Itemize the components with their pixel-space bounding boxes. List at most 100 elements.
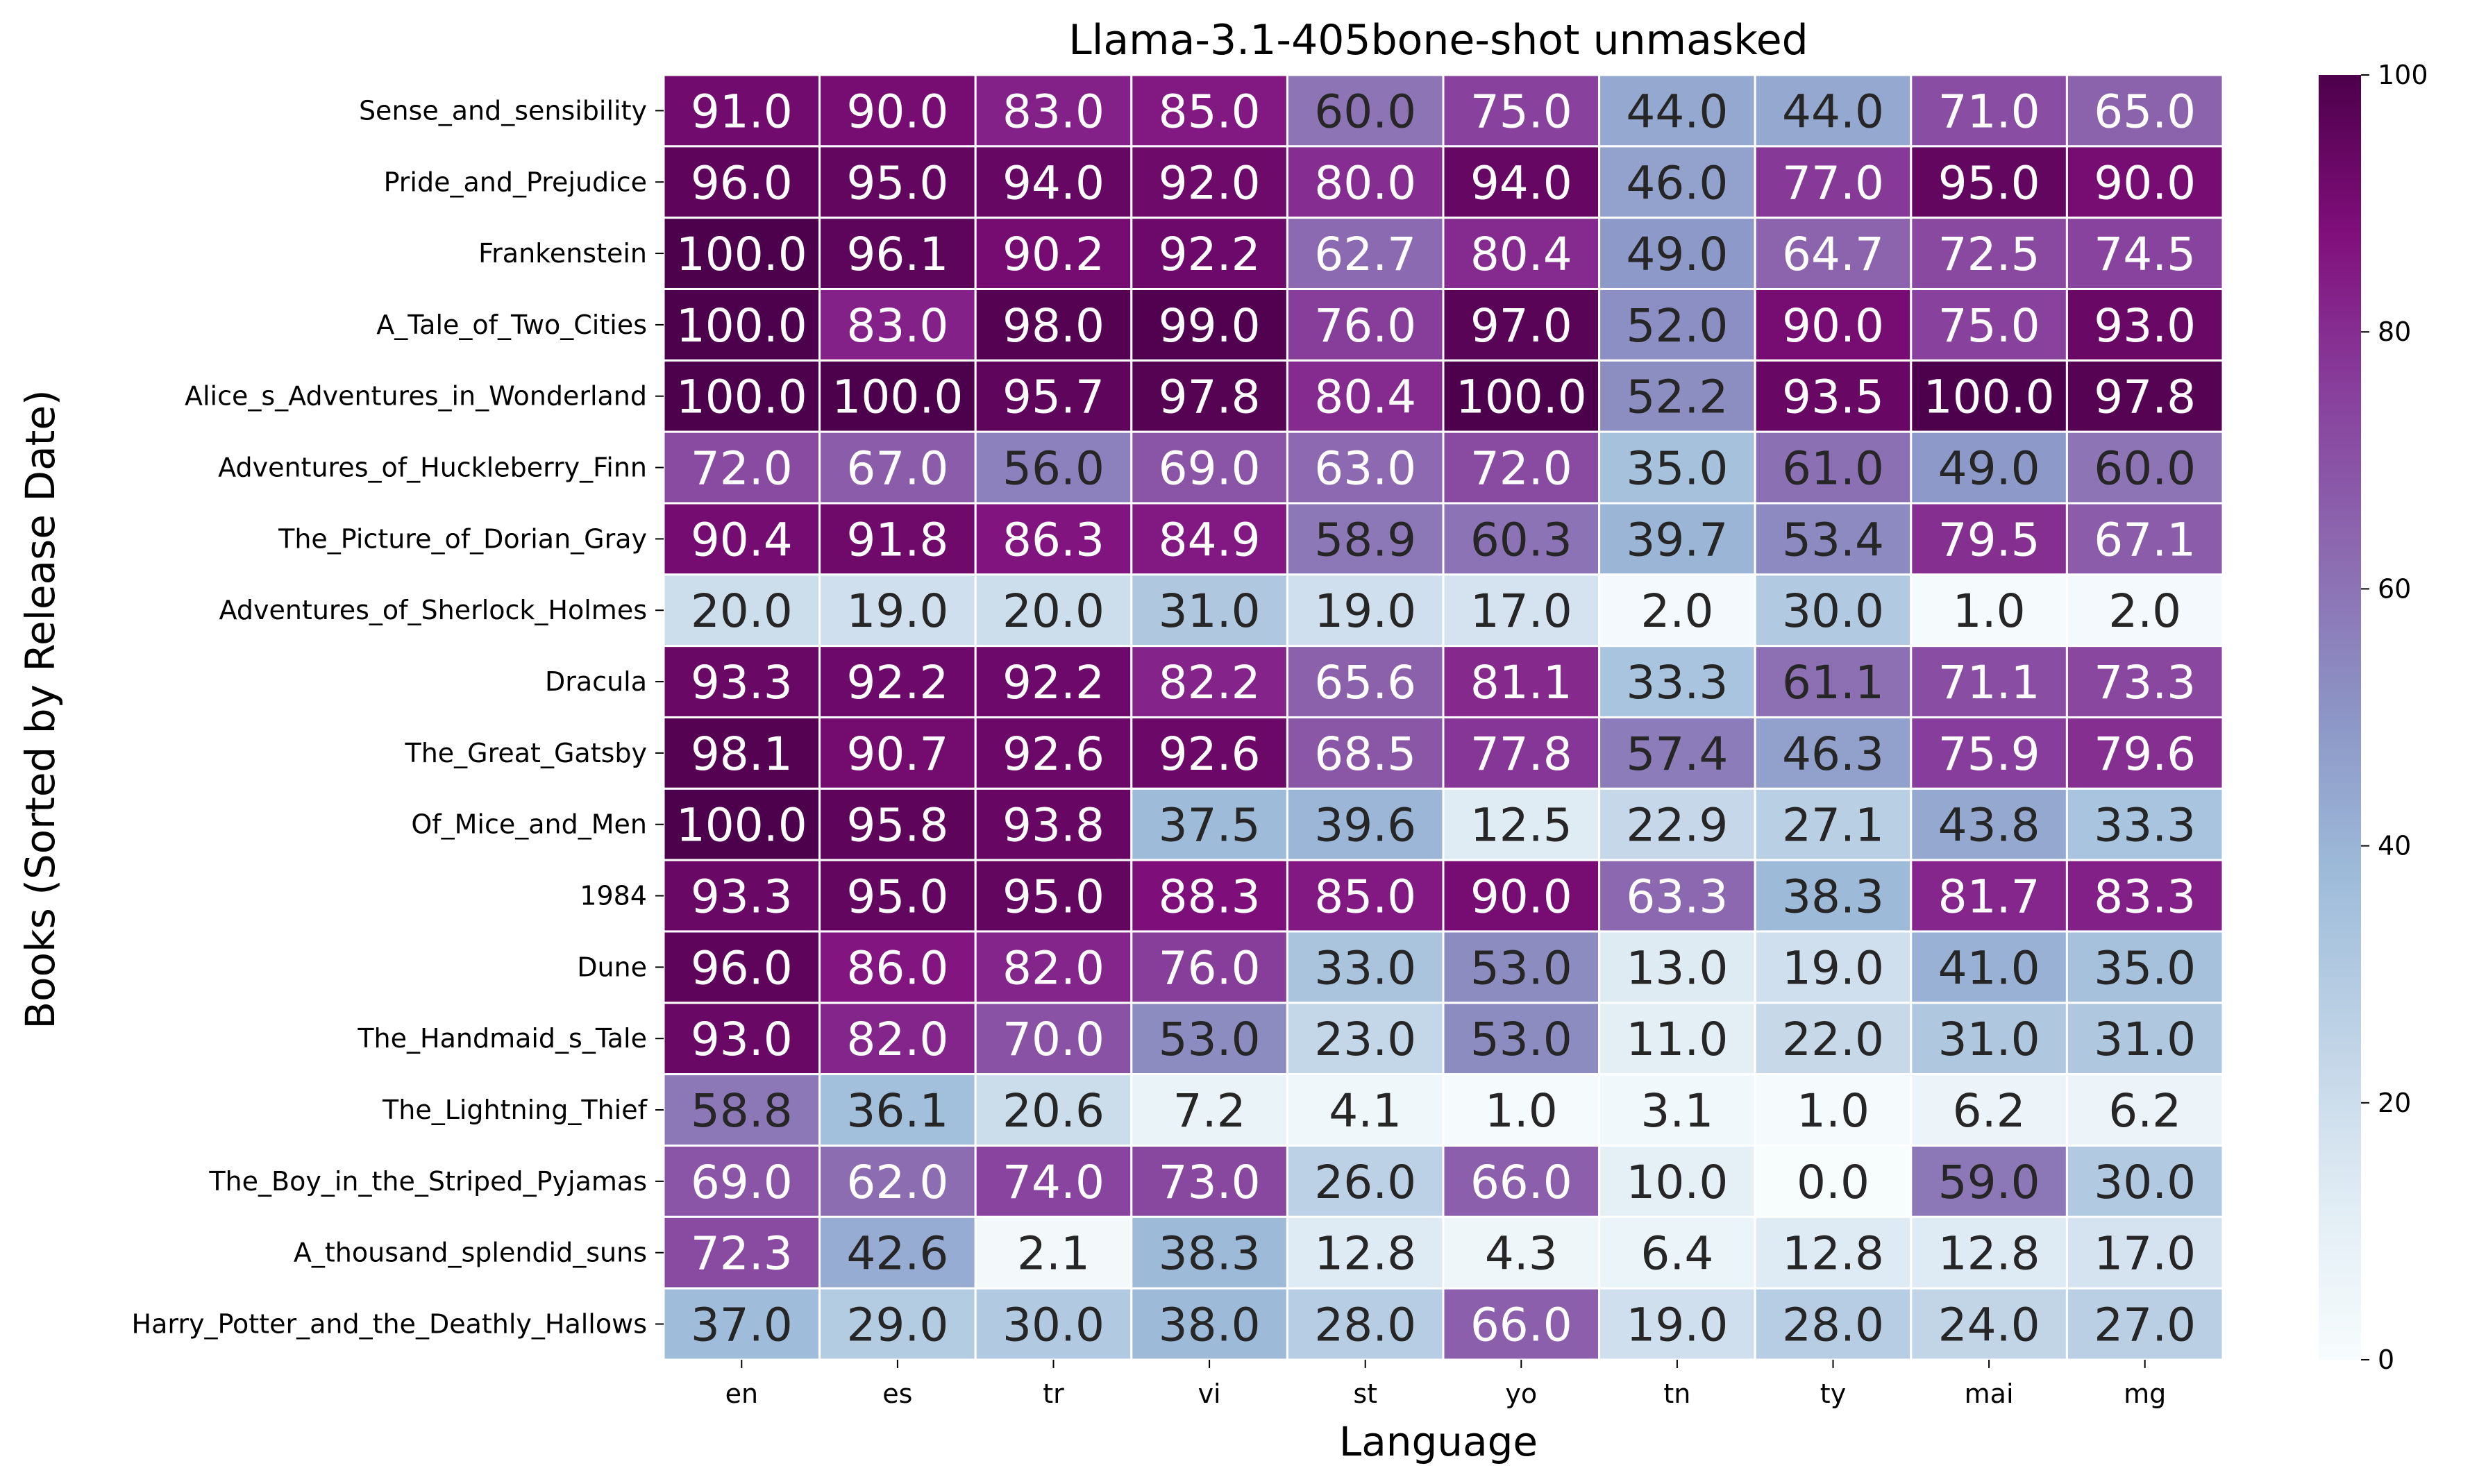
heatmap-cell	[974, 359, 1133, 433]
heatmap-cell	[662, 217, 821, 290]
heatmap-cell	[1754, 502, 1913, 576]
cell-value-label: 85.0	[1159, 85, 1261, 138]
colorbar-tick-label: 80	[2378, 317, 2411, 347]
heatmap-cell	[974, 1215, 1133, 1290]
cell-value-label: 10.0	[1626, 1156, 1728, 1209]
cell-value-label: 91.8	[846, 513, 948, 566]
heatmap-cell	[1598, 287, 1756, 362]
heatmap-cell	[818, 359, 977, 433]
heatmap-cell	[974, 430, 1133, 505]
cell-value-label: 60.0	[1314, 85, 1416, 138]
cell-value-label: 100.0	[676, 228, 807, 281]
cell-value-label: 42.6	[846, 1227, 948, 1281]
cell-value-label: 49.0	[1938, 442, 2040, 496]
cell-value-label: 24.0	[1938, 1299, 2040, 1352]
cell-value-label: 76.0	[1314, 299, 1416, 353]
heatmap-cell	[1130, 645, 1288, 718]
heatmap-cell	[2065, 787, 2224, 861]
heatmap-cell	[818, 930, 977, 1004]
heatmap-cell	[1130, 145, 1288, 219]
cell-value-label: 100.0	[1456, 371, 1587, 424]
cell-value-label: 75.9	[1938, 727, 2040, 781]
cell-value-label: 82.2	[1159, 656, 1261, 709]
y-tick-label: The_Handmaid_s_Tale	[357, 1023, 647, 1054]
cell-value-label: 64.7	[1782, 228, 1884, 281]
heatmap-cell	[1286, 716, 1445, 790]
cell-value-label: 26.0	[1314, 1156, 1416, 1209]
cell-value-label: 35.0	[2094, 941, 2196, 995]
heatmap-cell	[818, 74, 977, 148]
heatmap-cell	[974, 930, 1133, 1004]
heatmap-cell	[662, 74, 821, 148]
cell-value-label: 65.0	[2094, 85, 2196, 138]
cell-value-label: 2.0	[2108, 584, 2181, 638]
cell-value-label: 39.6	[1314, 799, 1416, 852]
y-tick-label: Frankenstein	[478, 238, 647, 269]
cell-value-label: 92.6	[1002, 727, 1104, 781]
cell-value-label: 58.8	[691, 1084, 793, 1138]
cell-value-label: 20.0	[691, 584, 793, 638]
cell-value-label: 88.3	[1159, 870, 1261, 924]
colorbar-tick-label: 0	[2378, 1344, 2394, 1375]
cell-value-label: 11.0	[1626, 1013, 1728, 1066]
heatmap-cell	[974, 74, 1133, 148]
heatmap-cell	[1754, 645, 1913, 718]
heatmap-cell	[2065, 359, 2224, 433]
colorbar: 0 20 40 60 80 100	[2319, 60, 2428, 1375]
cell-value-label: 100.0	[832, 371, 963, 424]
cell-value-label: 13.0	[1626, 941, 1728, 995]
heatmap-cell	[2065, 716, 2224, 790]
cell-value-label: 17.0	[2094, 1227, 2196, 1281]
cell-value-label: 83.0	[1002, 85, 1104, 138]
heatmap-cell	[1754, 859, 1913, 933]
heatmap-cell	[974, 859, 1133, 933]
cell-value-label: 86.3	[1002, 513, 1104, 566]
heatmap-cell	[1910, 859, 2068, 933]
heatmap-cell	[1286, 787, 1445, 861]
cell-value-label: 90.0	[2094, 156, 2196, 210]
heatmap-cell	[662, 502, 821, 576]
x-tick-label: st	[1353, 1378, 1377, 1409]
cell-value-label: 38.0	[1159, 1299, 1261, 1352]
cell-value-label: 71.0	[1938, 85, 2040, 138]
heatmap-cell	[1286, 645, 1445, 718]
heatmap-cell	[1598, 787, 1756, 861]
heatmap-cell	[1754, 573, 1913, 648]
heatmap-cell	[974, 787, 1133, 861]
heatmap-cell	[1130, 1002, 1288, 1076]
cell-value-label: 19.0	[846, 584, 948, 638]
heatmap-cell	[818, 1002, 977, 1076]
cell-value-label: 77.0	[1782, 156, 1884, 210]
cell-value-label: 73.0	[1159, 1156, 1261, 1209]
cell-value-label: 68.5	[1314, 727, 1416, 781]
colorbar-tick-label: 40	[2378, 831, 2411, 861]
cell-value-label: 31.0	[1159, 584, 1261, 638]
cell-value-label: 93.3	[691, 870, 793, 924]
heatmap-cell	[818, 787, 977, 861]
heatmap-cell	[1442, 359, 1601, 433]
cell-value-label: 90.0	[1782, 299, 1884, 353]
y-tick-label: Dracula	[545, 666, 647, 697]
cell-value-label: 59.0	[1938, 1156, 2040, 1209]
cell-value-label: 33.0	[1314, 941, 1416, 995]
heatmap-cell	[1442, 502, 1601, 576]
cell-value-label: 100.0	[676, 371, 807, 424]
cell-value-label: 7.2	[1173, 1084, 1246, 1138]
cell-value-label: 90.2	[1002, 228, 1104, 281]
cell-value-label: 76.0	[1159, 941, 1261, 995]
cell-value-label: 31.0	[2094, 1013, 2196, 1066]
heatmap-cell	[1910, 145, 2068, 219]
cell-value-label: 29.0	[846, 1299, 948, 1352]
cell-value-label: 12.5	[1470, 799, 1572, 852]
cell-value-label: 96.0	[691, 941, 793, 995]
heatmap-cell	[974, 1073, 1133, 1147]
cell-value-label: 92.2	[1002, 656, 1104, 709]
x-tick-label: ty	[1820, 1378, 1846, 1409]
cell-value-label: 79.5	[1938, 513, 2040, 566]
cell-value-label: 63.0	[1314, 442, 1416, 496]
cell-value-label: 37.0	[691, 1299, 793, 1352]
cell-value-label: 3.1	[1640, 1084, 1713, 1138]
heatmap-cell	[1598, 217, 1756, 290]
cell-value-label: 1.0	[1953, 584, 2026, 638]
cell-value-label: 22.9	[1626, 799, 1728, 852]
